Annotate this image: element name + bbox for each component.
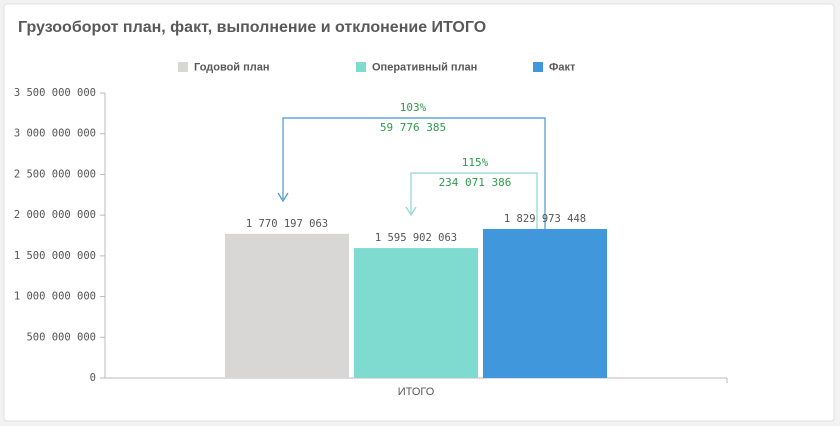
y-tick-label: 3 500 000 000 — [14, 87, 96, 99]
bar — [483, 228, 607, 378]
y-tick-label: 500 000 000 — [26, 331, 96, 343]
bar — [225, 233, 349, 378]
legend-label: Факт — [549, 61, 576, 73]
card — [3, 3, 835, 422]
y-tick-label: 2 000 000 000 — [14, 209, 96, 221]
legend-swatch — [356, 62, 366, 72]
connector — [282, 117, 546, 229]
y-tick-label: 0 — [90, 372, 96, 384]
arrow-head — [277, 192, 289, 203]
bar — [354, 248, 478, 378]
y-tick-label: 3 000 000 000 — [14, 128, 96, 140]
legend-label: Оперативный план — [372, 61, 477, 73]
value-label: 1 829 973 448 — [504, 213, 586, 225]
value-label: 1 770 197 063 — [246, 218, 328, 230]
y-tick-label: 2 500 000 000 — [14, 168, 96, 180]
connector — [410, 172, 538, 229]
legend-swatch — [533, 62, 543, 72]
annotation-difference: 59 776 385 — [380, 121, 446, 134]
value-label: 1 595 902 063 — [375, 232, 457, 244]
annotation-percent: 103% — [400, 101, 427, 114]
y-tick-label: 1 500 000 000 — [14, 250, 96, 262]
legend-label: Годовой план — [194, 61, 270, 73]
y-tick-label: 1 000 000 000 — [14, 291, 96, 303]
chart-title: Грузооборот план, факт, выполнение и отк… — [18, 19, 486, 36]
annotation-difference: 234 071 386 — [439, 176, 512, 189]
legend-swatch — [178, 62, 188, 72]
annotation-percent: 115% — [462, 156, 489, 169]
arrow-head — [405, 206, 417, 217]
x-tick-label: ИТОГО — [398, 386, 435, 398]
